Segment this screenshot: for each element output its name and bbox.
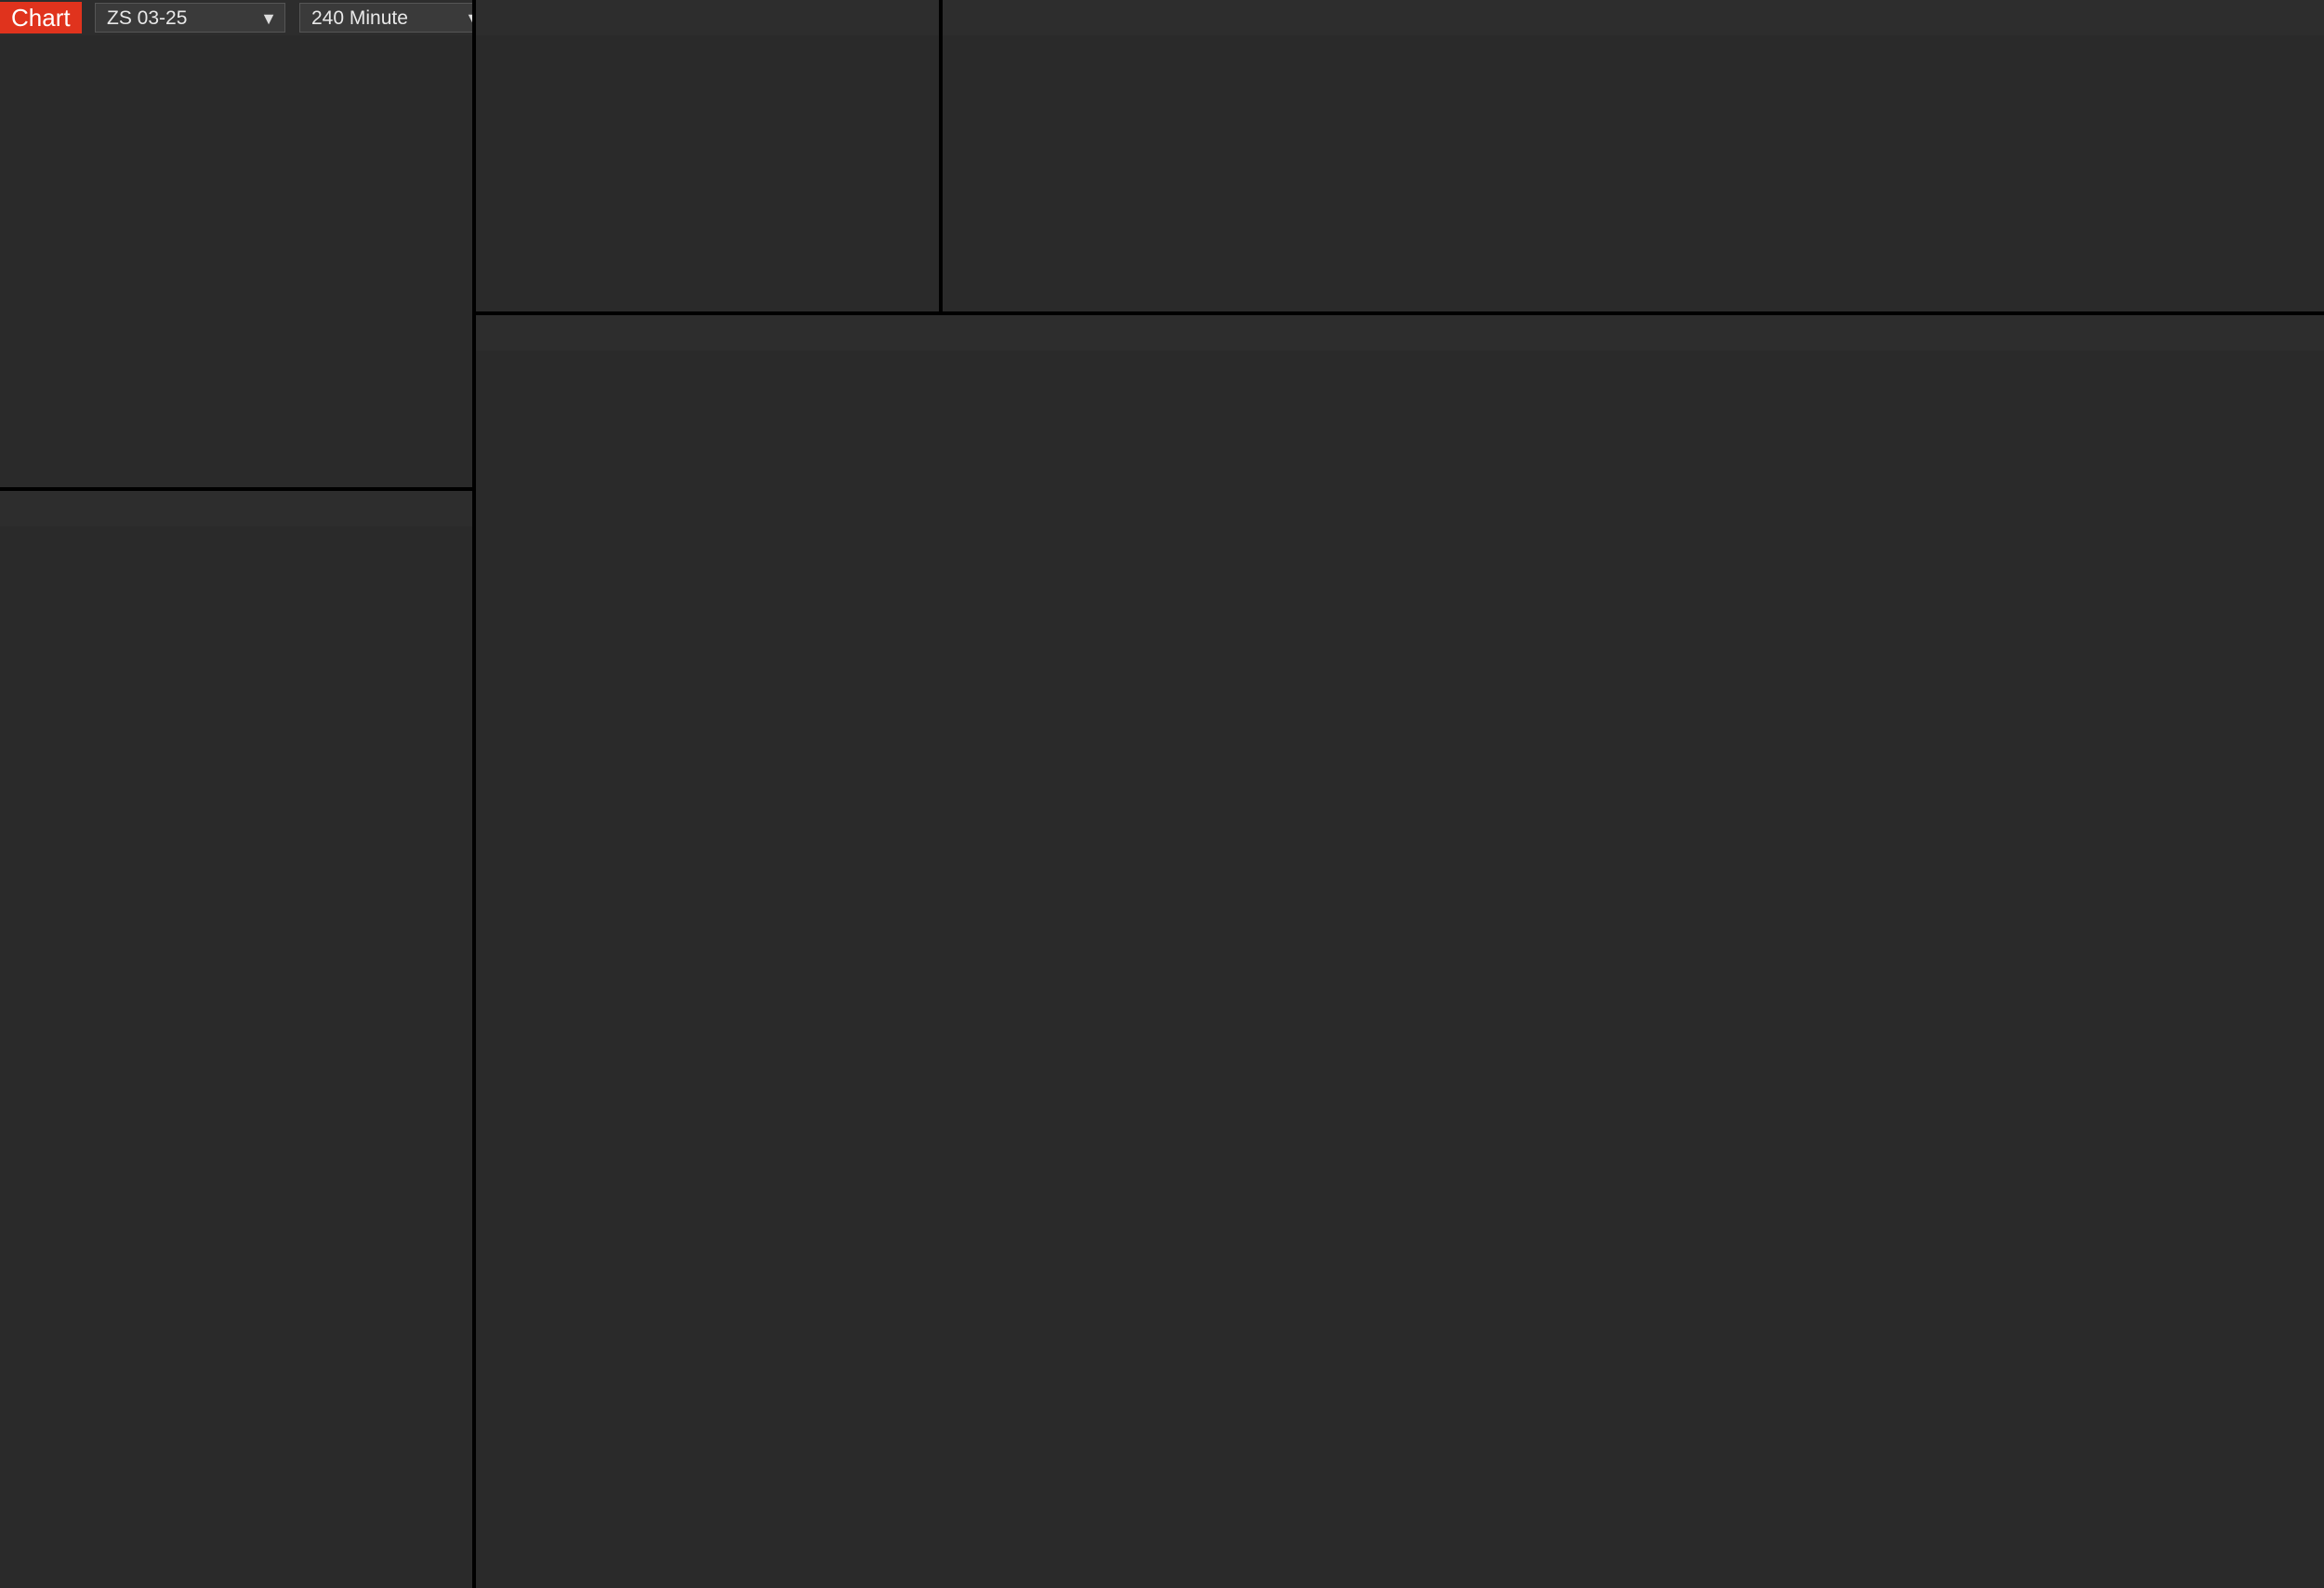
instrument-value: ZS 03-25 — [107, 7, 188, 29]
chevron-down-icon: ▼ — [260, 9, 277, 28]
timeframe-selector[interactable]: 240 Minute ▼ — [299, 3, 472, 33]
instrument-selector[interactable]: ZS 03-25 ▼ — [95, 3, 285, 33]
chart-toolbar — [476, 315, 2324, 351]
chart-window-weekly — [0, 491, 472, 1588]
chart-toolbar: Chart ZS 03-25 ▼ 240 Minute ▼ — [0, 0, 472, 35]
chart-toolbar — [476, 0, 939, 35]
chart-toolbar — [943, 0, 2324, 35]
chart-window-daily — [476, 315, 2324, 1588]
chart-window-15min — [943, 0, 2324, 311]
chart-window-240min: Chart ZS 03-25 ▼ 240 Minute ▼ — [0, 0, 472, 487]
chart-menu-button[interactable]: Chart — [0, 2, 82, 33]
chart-toolbar — [0, 491, 472, 526]
chevron-down-icon: ▼ — [465, 4, 472, 33]
chart-window-60min — [476, 0, 939, 311]
timeframe-value: 240 Minute — [311, 7, 408, 29]
